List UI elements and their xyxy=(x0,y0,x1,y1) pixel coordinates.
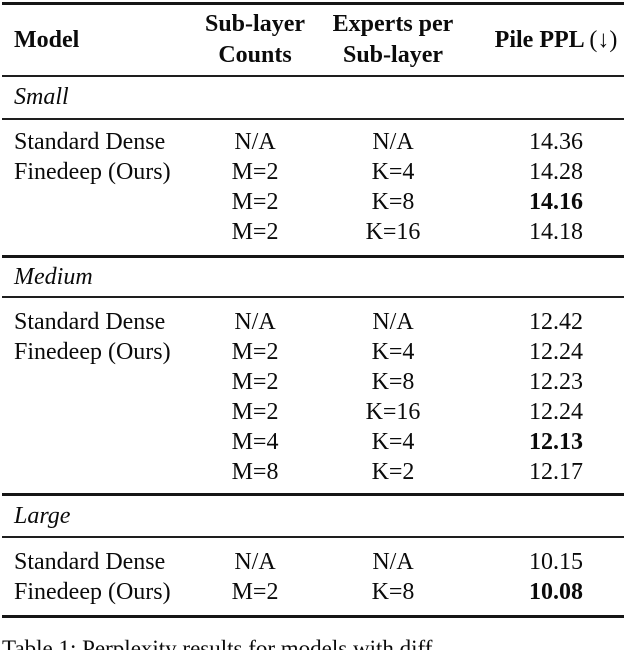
table-header-row: Model Sub-layer Counts Experts per Sub-l… xyxy=(2,5,624,75)
section-label-small: Small xyxy=(14,84,69,110)
table-row: Finedeep (Ours) M=2 K=4 12.24 xyxy=(2,337,624,367)
section-label-medium: Medium xyxy=(14,263,93,290)
column-header-sublayer-counts: Sub-layer Counts xyxy=(204,11,305,68)
table-row: M=4 K=4 12.13 xyxy=(2,427,624,457)
section-small-rows: Standard Dense N/A N/A 14.36 Finedeep (O… xyxy=(2,120,624,255)
bottom-rule xyxy=(2,615,624,618)
sublayer-counts-cell: M=2 xyxy=(231,339,279,365)
experts-cell: N/A xyxy=(372,129,414,155)
column-header-model: Model xyxy=(14,26,80,53)
experts-cell: N/A xyxy=(372,309,414,335)
sublayer-counts-cell: M=2 xyxy=(231,159,279,185)
experts-cell: N/A xyxy=(372,549,414,575)
section-rule xyxy=(2,536,624,538)
experts-cell: K=4 xyxy=(371,159,415,185)
sublayer-counts-cell: M=2 xyxy=(231,399,279,425)
sublayer-counts-cell: M=2 xyxy=(231,369,279,395)
section-label-large: Large xyxy=(14,502,71,529)
down-arrow-icon: (↓) xyxy=(589,26,618,53)
ppl-cell: 12.24 xyxy=(529,399,583,425)
model-cell: Standard Dense xyxy=(14,309,166,335)
table-row: Finedeep (Ours) M=2 K=8 10.08 xyxy=(2,577,624,607)
ppl-cell: 14.18 xyxy=(529,219,583,245)
experts-cell: K=8 xyxy=(371,579,415,605)
table-row: Standard Dense N/A N/A 14.36 xyxy=(2,127,624,157)
sublayer-counts-cell: N/A xyxy=(234,549,276,575)
sublayer-counts-cell: N/A xyxy=(234,129,276,155)
section-rule xyxy=(2,493,624,496)
table-row: M=2 K=16 12.24 xyxy=(2,397,624,427)
section-medium-rows: Standard Dense N/A N/A 12.42 Finedeep (O… xyxy=(2,298,624,493)
ppl-cell: 12.42 xyxy=(529,309,583,335)
experts-cell: K=4 xyxy=(371,339,415,365)
ppl-cell: 10.15 xyxy=(529,549,583,575)
model-cell: Finedeep (Ours) xyxy=(14,159,171,185)
section-rule xyxy=(2,296,624,298)
table-row: M=2 K=8 14.16 xyxy=(2,187,624,217)
sublayer-counts-cell: N/A xyxy=(234,309,276,335)
experts-cell: K=16 xyxy=(365,219,421,245)
section-rule xyxy=(2,118,624,120)
ppl-cell: 14.36 xyxy=(529,129,583,155)
table-row: Standard Dense N/A N/A 12.42 xyxy=(2,307,624,337)
column-header-experts-per-sublayer: Experts per Sub-layer xyxy=(332,11,454,68)
table-row: M=2 K=8 12.23 xyxy=(2,367,624,397)
model-cell: Standard Dense xyxy=(14,549,166,575)
ppl-cell: 14.28 xyxy=(529,159,583,185)
experts-cell: K=16 xyxy=(365,399,421,425)
table-row: M=2 K=16 14.18 xyxy=(2,217,624,247)
experts-cell: K=2 xyxy=(371,459,415,485)
sublayer-counts-cell: M=8 xyxy=(231,459,279,485)
sublayer-counts-cell: M=2 xyxy=(231,219,279,245)
section-rule xyxy=(2,255,624,258)
top-rule xyxy=(2,2,624,5)
sublayer-counts-cell: M=4 xyxy=(231,429,279,455)
ppl-cell-best: 14.16 xyxy=(529,189,583,215)
table-row: Standard Dense N/A N/A 10.15 xyxy=(2,547,624,577)
model-cell: Finedeep (Ours) xyxy=(14,339,171,365)
header-rule xyxy=(2,75,624,77)
ppl-cell-best: 12.13 xyxy=(529,429,583,455)
ppl-cell: 12.17 xyxy=(529,459,583,485)
table-caption: Table 1: Perplexity results for models w… xyxy=(2,636,433,650)
section-large-rows: Standard Dense N/A N/A 10.15 Finedeep (O… xyxy=(2,538,624,615)
table-row: Finedeep (Ours) M=2 K=4 14.28 xyxy=(2,157,624,187)
experts-cell: K=8 xyxy=(371,189,415,215)
ppl-cell: 12.23 xyxy=(529,369,583,395)
model-cell: Standard Dense xyxy=(14,129,166,155)
sublayer-counts-cell: M=2 xyxy=(231,189,279,215)
ppl-cell-best: 10.08 xyxy=(529,579,583,605)
experts-cell: K=4 xyxy=(371,429,415,455)
ppl-cell: 12.24 xyxy=(529,339,583,365)
sublayer-counts-cell: M=2 xyxy=(231,579,279,605)
model-cell: Finedeep (Ours) xyxy=(14,579,171,605)
table-row: M=8 K=2 12.17 xyxy=(2,457,624,487)
column-header-pile-ppl: Pile PPL (↓) xyxy=(494,26,618,53)
results-table: Model Sub-layer Counts Experts per Sub-l… xyxy=(2,2,624,618)
experts-cell: K=8 xyxy=(371,369,415,395)
